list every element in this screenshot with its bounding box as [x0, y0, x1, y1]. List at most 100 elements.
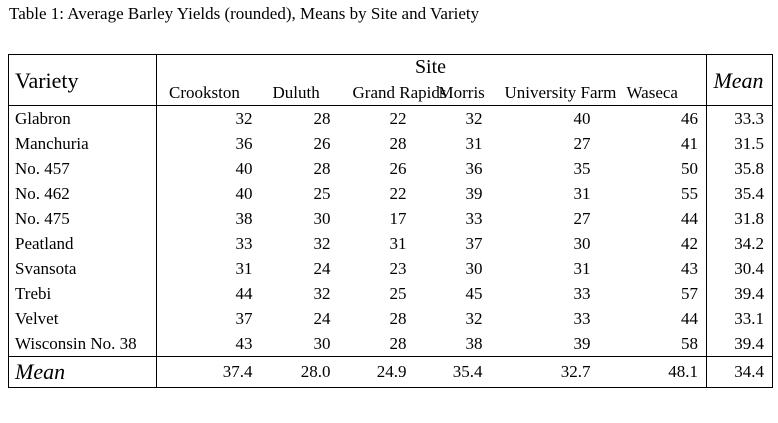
yield-cell: 17 — [389, 209, 407, 228]
yield-cell: 45 — [465, 284, 483, 303]
site-mean-cell: 24.9 — [376, 362, 407, 381]
yield-cell: 32 — [313, 234, 331, 253]
yield-cell: 32 — [235, 109, 253, 128]
variety-name: No. 475 — [8, 206, 157, 231]
yield-cell: 40 — [573, 109, 591, 128]
mean-row-label: Mean — [8, 356, 157, 388]
mean-column-header: Mean — [706, 54, 773, 106]
table-row: Wisconsin No. 38 43 30 28 38 39 58 39.4 — [8, 331, 773, 357]
yield-cell: 22 — [389, 184, 407, 203]
yield-cell: 22 — [389, 109, 407, 128]
yield-cell: 30 — [465, 259, 483, 278]
table-row: No. 462 40 25 22 39 31 55 35.4 — [8, 181, 773, 206]
yield-cell: 31 — [389, 234, 407, 253]
site-mean-cell: 37.4 — [222, 362, 253, 381]
table-row: Trebi 44 32 25 45 33 57 39.4 — [8, 281, 773, 306]
row-mean-cell: 31.8 — [706, 206, 773, 231]
table-row: Manchuria 36 26 28 31 27 41 31.5 — [8, 131, 773, 156]
yield-cell: 42 — [681, 234, 698, 253]
yield-cell: 23 — [389, 259, 407, 278]
yield-cell: 31 — [573, 184, 591, 203]
table-row: No. 457 40 28 26 36 35 50 35.8 — [8, 156, 773, 181]
yield-cell: 39 — [465, 184, 483, 203]
yield-cell: 25 — [313, 184, 331, 203]
yield-cell: 32 — [465, 109, 483, 128]
variety-name: Manchuria — [8, 131, 157, 156]
variety-name: Velvet — [8, 306, 157, 331]
site-header-crookston: Crookston — [169, 83, 240, 102]
yield-cell: 43 — [235, 334, 253, 353]
mean-row: Mean 37.4 28.0 24.9 35.4 32.7 48.1 34.4 — [8, 356, 773, 388]
yield-cell: 43 — [681, 259, 698, 278]
row-mean-cell: 35.4 — [706, 181, 773, 206]
yield-cell: 28 — [313, 109, 331, 128]
yield-cell: 36 — [465, 159, 483, 178]
yield-cell: 36 — [235, 134, 253, 153]
yield-cell: 31 — [235, 259, 253, 278]
table-caption: Table 1: Average Barley Yields (rounded)… — [9, 4, 480, 23]
barley-yields-table: Variety Site Mean Crookston Duluth Grand… — [8, 54, 773, 388]
table-row: No. 475 38 30 17 33 27 44 31.8 — [8, 206, 773, 231]
yield-cell: 41 — [681, 134, 698, 153]
yield-cell: 44 — [235, 284, 253, 303]
yield-cell: 32 — [313, 284, 331, 303]
yield-cell: 38 — [465, 334, 483, 353]
yield-cell: 27 — [573, 209, 591, 228]
yield-cell: 37 — [235, 309, 253, 328]
yield-cell: 33 — [573, 284, 591, 303]
yield-cell: 55 — [681, 184, 698, 203]
variety-name: Peatland — [8, 231, 157, 256]
yield-cell: 50 — [681, 159, 698, 178]
row-mean-cell: 34.2 — [706, 231, 773, 256]
yield-cell: 30 — [313, 209, 331, 228]
variety-name: Glabron — [8, 105, 157, 131]
yield-cell: 39 — [573, 334, 591, 353]
table-row: Svansota 31 24 23 30 31 43 30.4 — [8, 256, 773, 281]
table-row: Glabron 32 28 22 32 40 46 33.3 — [8, 105, 773, 131]
yield-cell: 33 — [465, 209, 483, 228]
variety-name: Trebi — [8, 281, 157, 306]
yield-cell: 28 — [313, 159, 331, 178]
yield-cell: 33 — [573, 309, 591, 328]
row-mean-cell: 30.4 — [706, 256, 773, 281]
yield-cell: 57 — [681, 284, 698, 303]
yield-cell: 44 — [681, 309, 698, 328]
site-mean-cell: 28.0 — [300, 362, 331, 381]
yield-cell: 27 — [573, 134, 591, 153]
site-header-duluth: Duluth — [272, 83, 320, 102]
yield-cell: 28 — [389, 134, 407, 153]
variety-name: No. 457 — [8, 156, 157, 181]
row-mean-cell: 33.1 — [706, 306, 773, 331]
variety-name: Svansota — [8, 256, 157, 281]
row-mean-cell: 33.3 — [706, 105, 773, 131]
site-header-university-farm: University Farm — [504, 83, 617, 102]
yield-cell: 31 — [465, 134, 483, 153]
yield-cell: 37 — [465, 234, 483, 253]
row-mean-cell: 39.4 — [706, 281, 773, 306]
yield-cell: 40 — [235, 159, 253, 178]
yield-cell: 31 — [573, 259, 591, 278]
yield-cell: 58 — [681, 334, 698, 353]
row-mean-cell: 35.8 — [706, 156, 773, 181]
site-header-grand-rapids: Grand Rapids — [352, 83, 447, 102]
yield-cell: 44 — [681, 209, 698, 228]
row-mean-cell: 39.4 — [706, 331, 773, 357]
yield-cell: 24 — [313, 309, 331, 328]
table-row: Peatland 33 32 31 37 30 42 34.2 — [8, 231, 773, 256]
table-row: Velvet 37 24 28 32 33 44 33.1 — [8, 306, 773, 331]
site-group-header: Site — [414, 56, 447, 78]
yield-cell: 25 — [389, 284, 407, 303]
yield-cell: 35 — [573, 159, 591, 178]
variety-column-header: Variety — [8, 54, 157, 106]
overall-mean-cell: 34.4 — [706, 356, 773, 388]
row-mean-cell: 31.5 — [706, 131, 773, 156]
site-mean-cell: 48.1 — [668, 362, 698, 381]
yield-cell: 26 — [313, 134, 331, 153]
variety-name: Wisconsin No. 38 — [8, 331, 157, 357]
variety-name: No. 462 — [8, 181, 157, 206]
site-mean-cell: 35.4 — [452, 362, 483, 381]
yield-cell: 32 — [465, 309, 483, 328]
yield-cell: 33 — [235, 234, 253, 253]
yield-cell: 26 — [389, 159, 407, 178]
yield-cell: 30 — [313, 334, 331, 353]
